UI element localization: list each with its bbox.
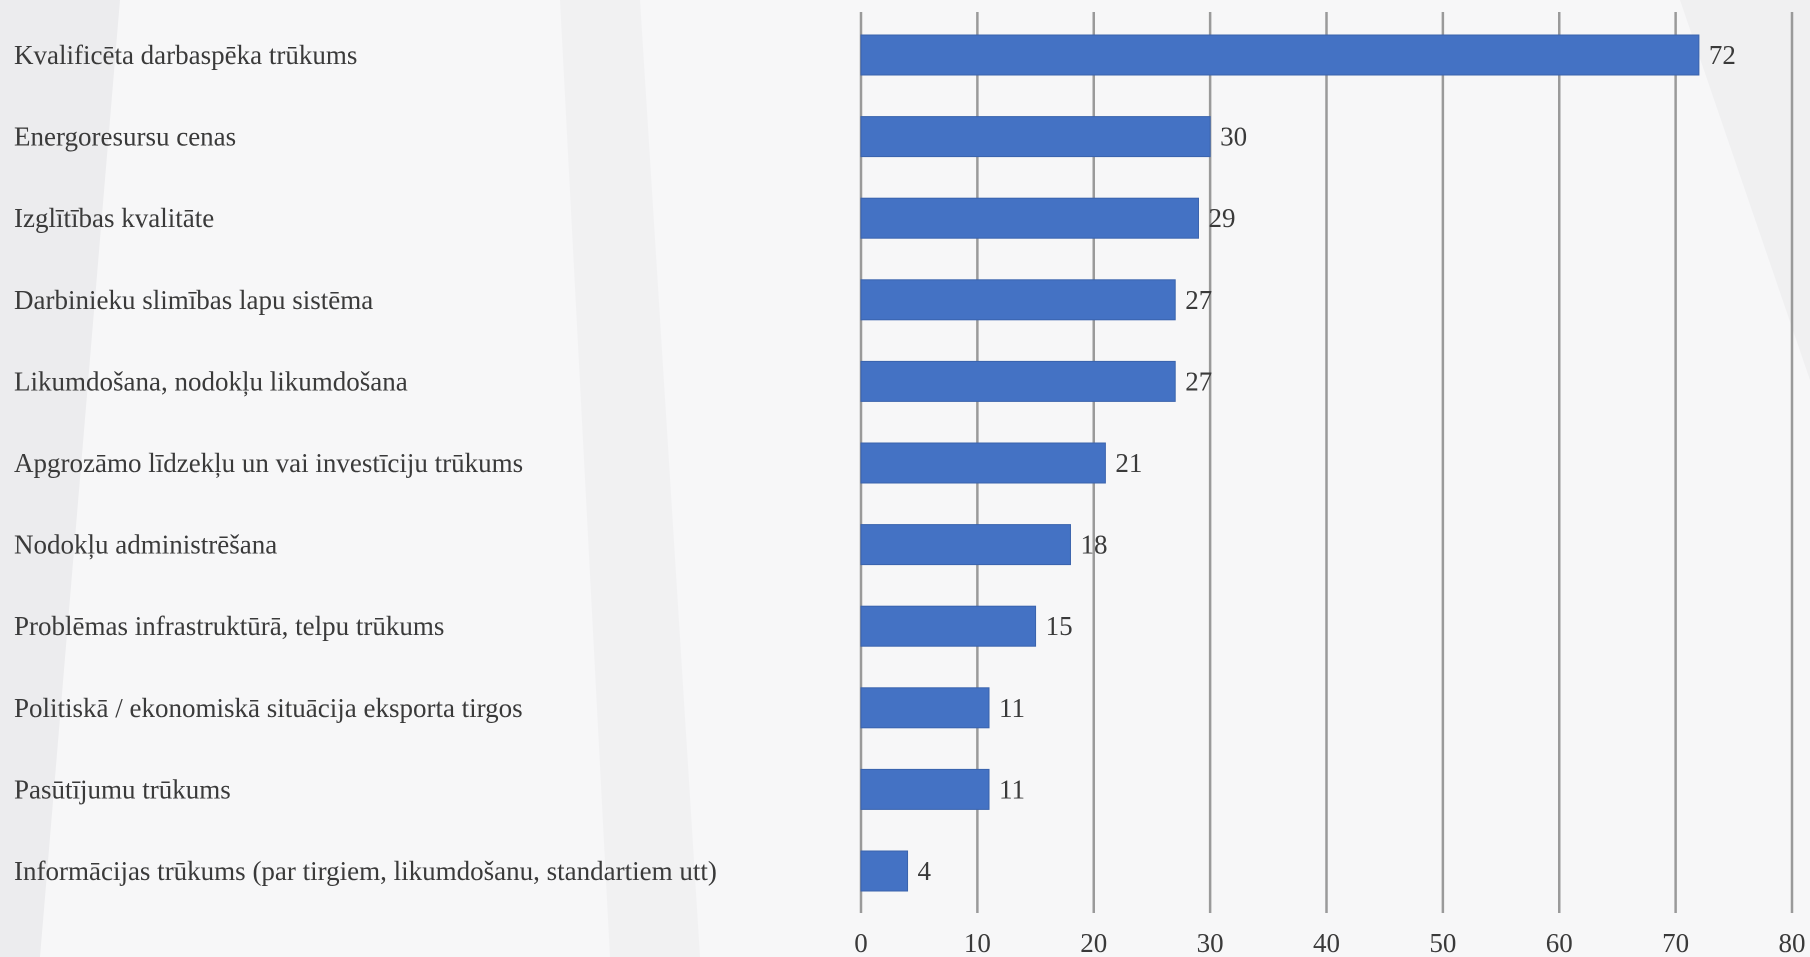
category-label: Kvalificēta darbaspēka trūkums xyxy=(14,40,357,70)
category-label: Informācijas trūkums (par tirgiem, likum… xyxy=(14,856,717,886)
x-tick-label: 30 xyxy=(1197,928,1224,957)
bars xyxy=(860,34,1700,892)
bar xyxy=(860,116,1211,158)
data-label: 27 xyxy=(1185,366,1212,396)
data-label: 15 xyxy=(1046,611,1073,641)
bar xyxy=(860,360,1176,402)
category-label: Politiskā / ekonomiskā situācija eksport… xyxy=(14,693,523,723)
x-tick-label: 60 xyxy=(1546,928,1573,957)
bar xyxy=(860,197,1199,239)
category-label: Izglītības kvalitāte xyxy=(14,203,214,233)
bar xyxy=(860,279,1176,321)
bar xyxy=(860,605,1037,647)
x-tick-label: 80 xyxy=(1779,928,1806,957)
category-label: Pasūtījumu trūkums xyxy=(14,774,231,804)
category-label: Apgrozāmo līdzekļu un vai investīciju tr… xyxy=(14,448,523,478)
x-tick-label: 40 xyxy=(1313,928,1340,957)
data-label: 4 xyxy=(918,856,932,886)
category-label: Darbinieku slimības lapu sistēma xyxy=(14,285,373,315)
x-tick-label: 10 xyxy=(964,928,991,957)
x-axis-tick-labels: 0 10 20 30 40 50 60 70 80 xyxy=(854,928,1805,957)
category-labels: Kvalificēta darbaspēka trūkums Energoresu… xyxy=(14,40,717,886)
bar xyxy=(860,442,1106,484)
bar xyxy=(860,850,909,892)
data-label: 21 xyxy=(1115,448,1142,478)
data-label: 30 xyxy=(1220,122,1247,152)
bar xyxy=(860,768,990,810)
bar xyxy=(860,524,1071,566)
category-label: Problēmas infrastruktūrā, telpu trūkums xyxy=(14,611,444,641)
category-label: Likumdošana, nodokļu likumdošana xyxy=(14,366,408,396)
value-labels: 72 30 29 27 27 21 18 15 11 11 4 xyxy=(918,40,1736,886)
data-label: 11 xyxy=(999,774,1025,804)
data-label: 27 xyxy=(1185,285,1212,315)
x-tick-label: 70 xyxy=(1662,928,1689,957)
x-tick-label: 50 xyxy=(1429,928,1456,957)
data-label: 11 xyxy=(999,693,1025,723)
data-label: 29 xyxy=(1208,203,1235,233)
bar xyxy=(860,687,990,729)
x-tick-label: 0 xyxy=(854,928,868,957)
data-label: 72 xyxy=(1709,40,1736,70)
data-label: 18 xyxy=(1080,530,1107,560)
bar xyxy=(860,34,1700,76)
x-tick-label: 20 xyxy=(1080,928,1107,957)
category-label: Energoresursu cenas xyxy=(14,122,236,152)
category-label: Nodokļu administrēšana xyxy=(14,530,277,560)
